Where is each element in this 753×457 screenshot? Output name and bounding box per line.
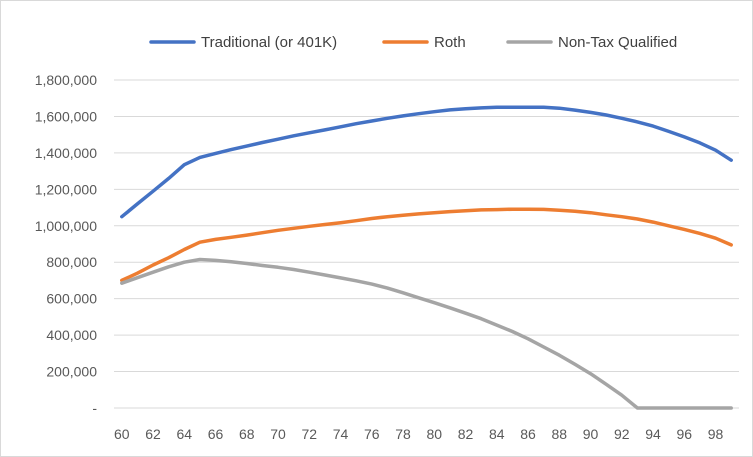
x-tick-label: 84 — [489, 426, 505, 442]
x-tick-label: 62 — [145, 426, 161, 442]
x-tick-label: 64 — [177, 426, 193, 442]
y-tick-label: 200,000 — [46, 364, 97, 380]
legend-label: Traditional (or 401K) — [201, 34, 337, 51]
x-tick-label: 70 — [270, 426, 286, 442]
x-tick-label: 90 — [583, 426, 599, 442]
x-tick-label: 92 — [614, 426, 630, 442]
y-tick-label: - — [92, 400, 97, 416]
x-tick-label: 94 — [645, 426, 661, 442]
x-tick-label: 82 — [458, 426, 474, 442]
x-tick-label: 78 — [395, 426, 411, 442]
legend-label: Roth — [434, 34, 466, 51]
series-lines — [120, 105, 733, 410]
x-tick-label: 86 — [520, 426, 536, 442]
x-tick-label: 88 — [552, 426, 568, 442]
x-tick-label: 76 — [364, 426, 380, 442]
x-tick-label: 60 — [114, 426, 130, 442]
x-axis: 60 62 64 66 68 70 72 74 76 78 80 82 84 86 88 90 92 94 96 98 — [114, 426, 724, 442]
y-tick-label: 1,800,000 — [35, 72, 97, 88]
legend-label: Non-Tax Qualified — [558, 34, 677, 51]
x-tick-label: 74 — [333, 426, 349, 442]
y-axis: - 200,000 400,000 600,000 800,000 1,000,000 1,… — [35, 72, 98, 416]
y-tick-label: 1,600,000 — [35, 108, 97, 124]
x-tick-label: 68 — [239, 426, 255, 442]
x-tick-label: 66 — [208, 426, 224, 442]
series-line-3 — [120, 257, 733, 410]
x-tick-label: 96 — [677, 426, 693, 442]
x-tick-label: 98 — [708, 426, 724, 442]
series-line-1 — [120, 105, 733, 219]
x-tick-label: 72 — [302, 426, 318, 442]
y-tick-label: 800,000 — [46, 254, 97, 270]
series-line-2 — [120, 207, 733, 283]
x-tick-label: 80 — [427, 426, 443, 442]
gridlines — [114, 79, 739, 409]
y-tick-label: 1,000,000 — [35, 218, 97, 234]
y-tick-label: 400,000 — [46, 327, 97, 343]
legend: Traditional (or 401K) Roth Non-Tax Qualifi… — [149, 34, 677, 51]
y-tick-label: 1,400,000 — [35, 145, 97, 161]
y-tick-label: 1,200,000 — [35, 181, 97, 197]
y-tick-label: 600,000 — [46, 291, 97, 307]
